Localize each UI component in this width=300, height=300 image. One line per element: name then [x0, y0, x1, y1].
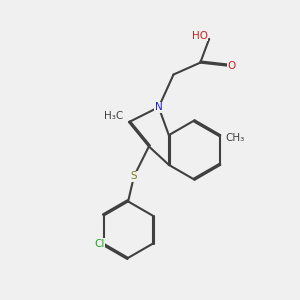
Text: CH₃: CH₃ — [226, 133, 245, 143]
Text: HO: HO — [192, 31, 208, 41]
Text: O: O — [227, 61, 236, 70]
Text: Cl: Cl — [94, 239, 104, 249]
Text: H₃C: H₃C — [104, 111, 124, 121]
Text: N: N — [155, 102, 163, 112]
Text: S: S — [131, 171, 137, 181]
